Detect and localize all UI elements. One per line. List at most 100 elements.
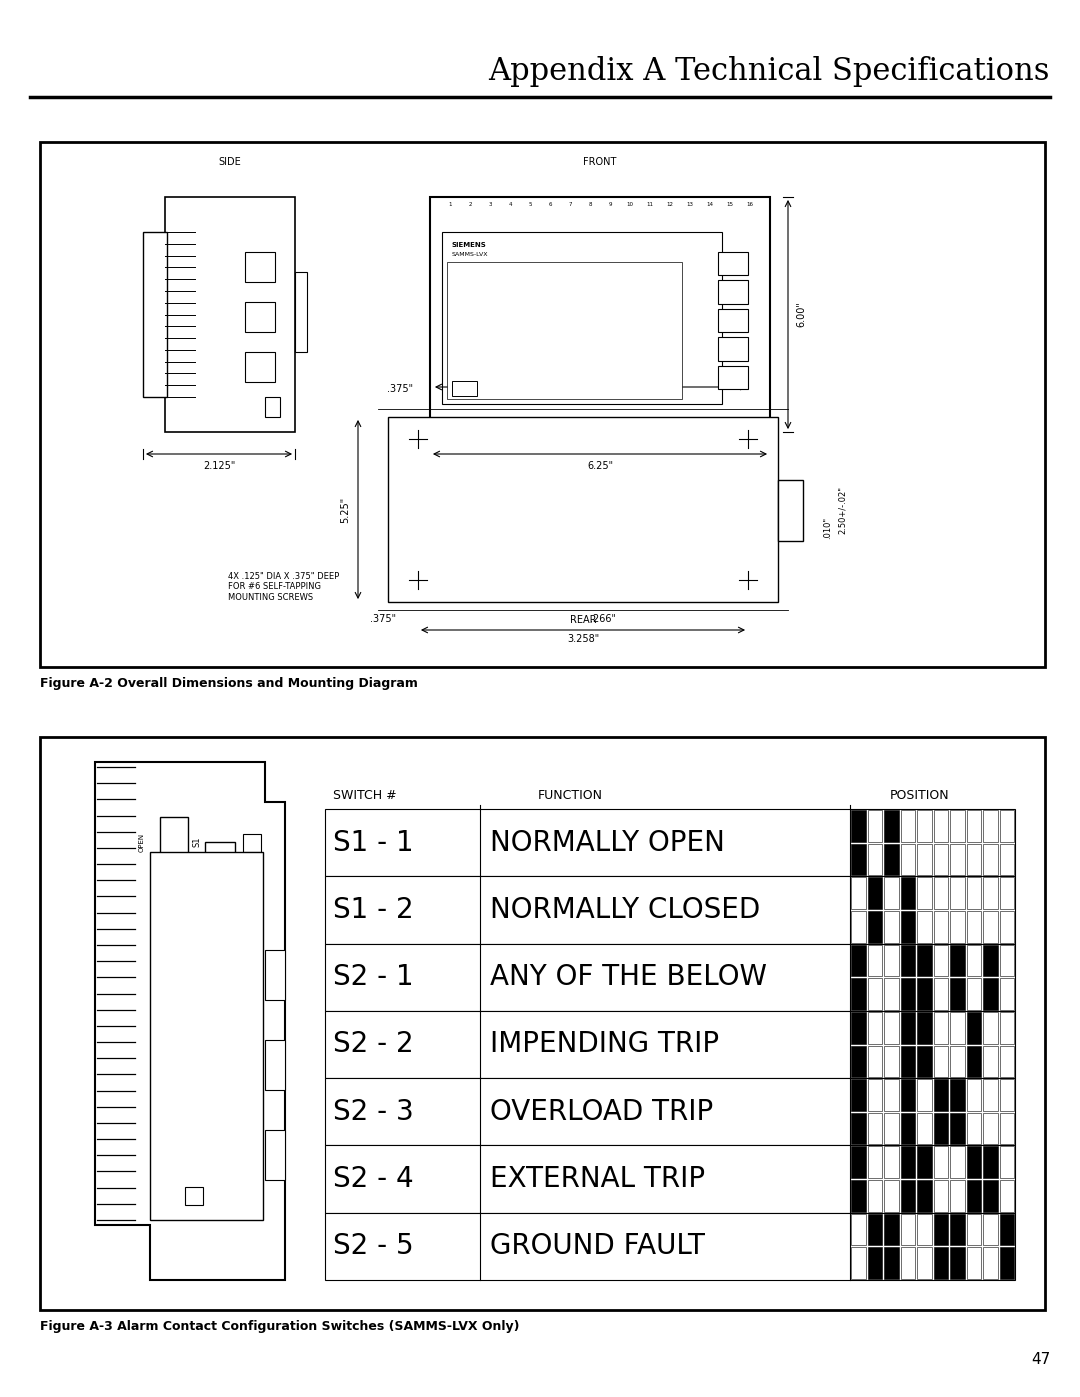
Bar [885,1214,899,1245]
Bar [885,1078,899,1111]
Bar [917,978,931,1010]
Bar [243,834,261,852]
Bar [901,944,915,977]
Bar [917,1045,931,1077]
Bar [867,1011,882,1044]
Bar [917,1214,931,1245]
Bar [325,1011,1015,1078]
Bar [917,810,931,841]
Bar [885,844,899,876]
Text: 5: 5 [528,203,531,208]
Bar [950,911,964,943]
Bar [851,1248,865,1280]
Text: OPEN: OPEN [184,870,190,888]
Bar [143,232,167,397]
Bar [325,1213,1015,1280]
Bar [295,272,307,352]
Bar [983,944,998,977]
Bar [983,1214,998,1245]
Bar [885,978,899,1010]
Bar [885,944,899,977]
Bar [917,911,931,943]
Bar [999,911,1014,943]
Bar [885,1011,899,1044]
Text: Appendix A Technical Specifications: Appendix A Technical Specifications [488,56,1050,87]
Bar [442,232,723,404]
Bar [245,302,275,332]
Text: ANY OF THE BELOW: ANY OF THE BELOW [490,963,767,992]
Bar [851,1078,865,1111]
Bar [933,844,948,876]
Bar [867,1214,882,1245]
Bar [325,876,1015,943]
Bar [867,944,882,977]
Text: S1 - 1: S1 - 1 [333,828,414,856]
Bar [430,197,770,432]
Text: OVERLOAD TRIP: OVERLOAD TRIP [490,1098,713,1126]
Bar [950,1147,964,1178]
Bar [40,142,1045,666]
Bar [851,877,865,909]
Bar [983,1045,998,1077]
Bar [185,1187,203,1206]
Bar [901,1011,915,1044]
Bar [851,1045,865,1077]
Bar [901,810,915,841]
Text: 8: 8 [589,203,592,208]
Bar [983,978,998,1010]
Bar [917,1147,931,1178]
Bar [901,1078,915,1111]
Bar [453,381,477,395]
Bar [901,877,915,909]
Text: S2: S2 [239,875,248,884]
Bar [999,1045,1014,1077]
Bar [950,810,964,841]
Bar [999,1180,1014,1211]
Bar [901,1180,915,1211]
Bar [150,852,264,1220]
Bar [851,1214,865,1245]
Text: 12: 12 [666,203,674,208]
Text: NORMALLY CLOSED: NORMALLY CLOSED [490,895,760,923]
Text: S2 - 1: S2 - 1 [333,963,414,992]
Text: 6.00": 6.00" [796,302,806,327]
Bar [885,810,899,841]
Text: .375": .375" [387,384,413,394]
Bar [983,810,998,841]
Bar [999,944,1014,977]
Text: SWITCH #: SWITCH # [333,789,396,802]
Bar [885,1248,899,1280]
Bar [999,978,1014,1010]
Bar [447,263,681,400]
Bar [967,1045,981,1077]
Text: NORMALLY OPEN: NORMALLY OPEN [490,828,725,856]
Bar [867,1078,882,1111]
Text: 1 2: 1 2 [163,875,175,884]
Bar [325,1146,1015,1213]
Text: 4X .125" DIA X .375" DEEP
FOR #6 SELF-TAPPING
MOUNTING SCREWS: 4X .125" DIA X .375" DEEP FOR #6 SELF-TA… [228,571,339,602]
Polygon shape [95,761,285,1280]
Bar [933,1248,948,1280]
Bar [867,911,882,943]
Bar [867,1147,882,1178]
Bar [967,944,981,977]
Bar [901,978,915,1010]
Text: Figure A-2 Overall Dimensions and Mounting Diagram: Figure A-2 Overall Dimensions and Mounti… [40,678,418,690]
Text: 14: 14 [706,203,714,208]
Bar [325,943,1015,1011]
Text: FRONT: FRONT [583,156,617,168]
Bar [967,844,981,876]
Text: 5.50": 5.50" [577,370,603,380]
Bar [901,1147,915,1178]
Text: 2: 2 [469,203,472,208]
Bar [983,1147,998,1178]
Bar [950,1078,964,1111]
Bar [933,978,948,1010]
Text: 6.25": 6.25" [586,461,613,471]
Bar [867,844,882,876]
Text: S2 - 3: S2 - 3 [333,1098,414,1126]
Bar [999,1113,1014,1144]
Bar [867,1045,882,1077]
Bar [851,844,865,876]
Bar [885,1045,899,1077]
